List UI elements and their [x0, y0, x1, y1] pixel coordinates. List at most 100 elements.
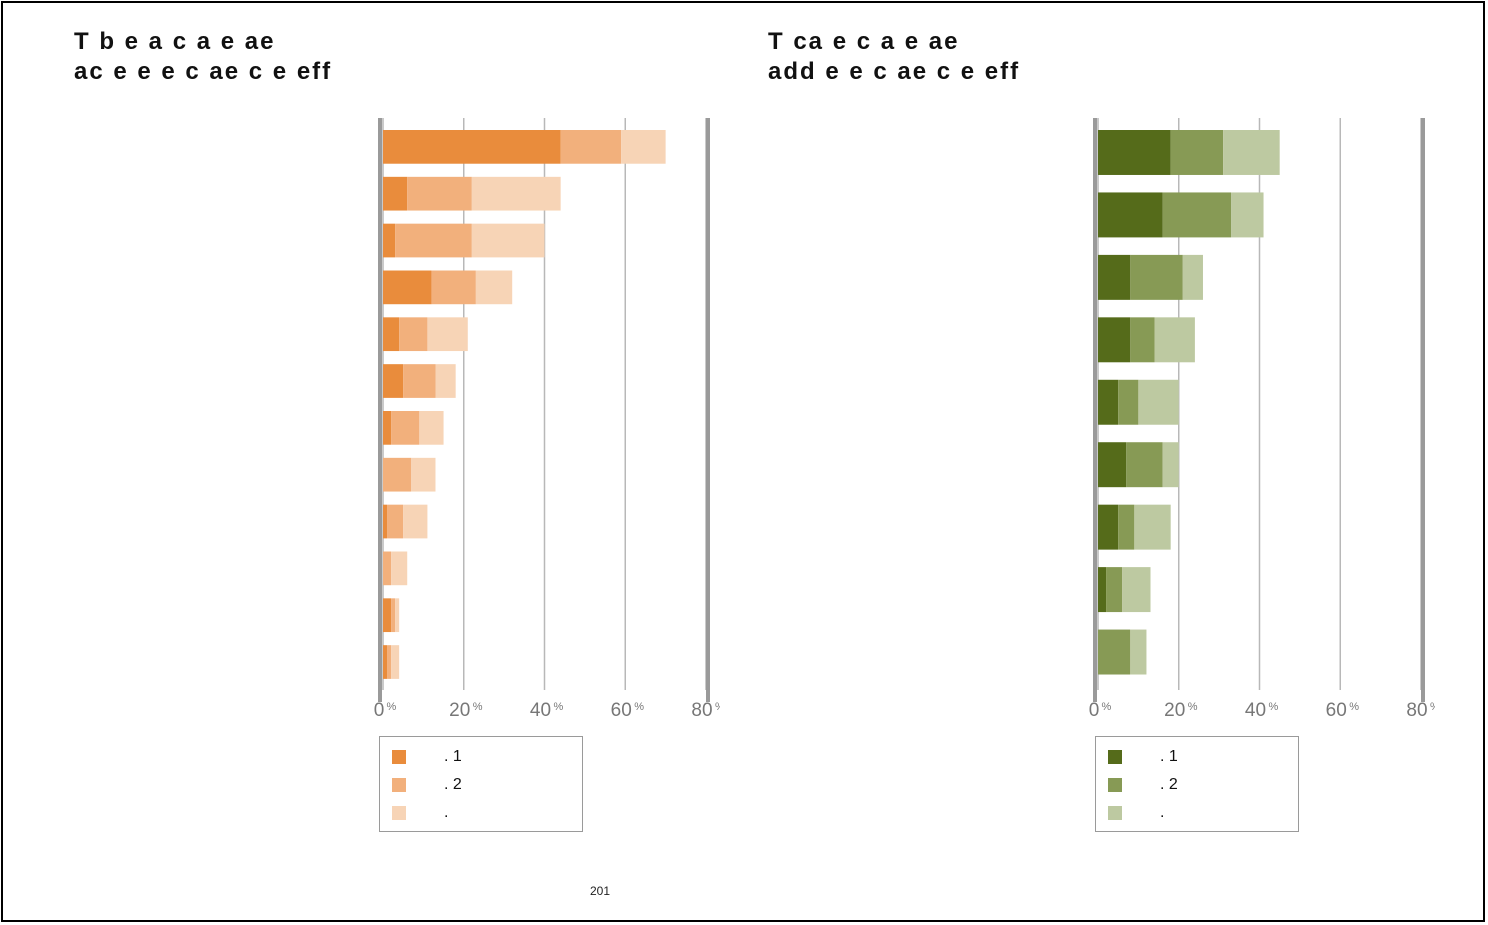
bar-segment	[387, 645, 392, 679]
left-bar-chart: 0%20%40%60%80%	[374, 118, 720, 720]
bar-segment	[395, 223, 472, 258]
bar-segment	[383, 457, 412, 492]
right-legend: . 1 . 2 .	[1095, 736, 1299, 832]
legend-swatch	[1108, 806, 1122, 820]
bar-segment	[403, 504, 428, 539]
legend-item: . 2	[392, 775, 462, 795]
bar-segment	[411, 457, 436, 492]
x-tick-label: 20	[1164, 700, 1185, 720]
bar-segment	[1118, 504, 1135, 550]
bar-segment	[1154, 317, 1195, 363]
bar-segment	[435, 364, 456, 398]
bar-segment	[1118, 379, 1139, 425]
bar-segment	[1098, 130, 1171, 175]
bar-segment	[1182, 254, 1203, 300]
bar-segment	[403, 364, 436, 398]
legend-swatch	[392, 750, 406, 764]
legend-swatch	[1108, 750, 1122, 764]
source-note: 201	[590, 884, 611, 898]
bar-segment	[1223, 130, 1280, 175]
bar-segment	[427, 317, 468, 352]
bar-segment	[407, 176, 472, 211]
bar-segment	[1098, 567, 1107, 613]
bar-segment	[383, 645, 388, 679]
bar-segment	[395, 598, 400, 633]
bar-segment	[383, 504, 388, 539]
x-tick-suffix: %	[715, 701, 720, 713]
bar-segment	[1098, 317, 1131, 363]
bar-segment	[475, 270, 513, 305]
bar-segment	[1098, 504, 1119, 550]
bar-segment	[1098, 442, 1127, 488]
legend-label: .	[444, 804, 449, 821]
legend-label: . 1	[444, 748, 462, 765]
bar-segment	[383, 130, 561, 164]
bar-segment	[1122, 567, 1151, 613]
left-chart-title-line2: ac e e e c ae c e eff	[74, 58, 333, 85]
bar-segment	[1098, 629, 1131, 675]
legend-label: .	[1160, 804, 1165, 821]
bar-segment	[391, 598, 396, 633]
bar-segment	[399, 317, 428, 352]
bar-segment	[383, 270, 432, 305]
bar-segment	[560, 130, 622, 164]
right-bar-chart: 0%20%40%60%80%	[1089, 118, 1435, 720]
bar-segment	[1138, 379, 1179, 425]
x-tick-suffix: %	[554, 701, 564, 713]
bar-segment	[383, 223, 396, 258]
legend-item: . 1	[392, 747, 462, 767]
legend-item: . 2	[1108, 775, 1178, 795]
x-tick-label: 40	[1245, 700, 1266, 720]
x-tick-label: 60	[1326, 700, 1347, 720]
bar-segment	[1130, 629, 1147, 675]
right-chart-title-line2: add e e c ae c e eff	[768, 58, 1021, 85]
bar-segment	[471, 176, 561, 211]
legend-swatch	[1108, 778, 1122, 792]
bar-segment	[621, 130, 666, 164]
legend-swatch	[392, 806, 406, 820]
bar-segment	[383, 364, 404, 398]
x-tick-suffix: %	[387, 701, 397, 713]
bar-segment	[1162, 442, 1179, 488]
legend-label: . 1	[1160, 748, 1178, 765]
bar-segment	[1106, 567, 1123, 613]
bar-segment	[431, 270, 476, 305]
x-tick-suffix: %	[1430, 701, 1435, 713]
bar-segment	[1098, 379, 1119, 425]
legend-item: .	[1108, 803, 1164, 823]
x-tick-suffix: %	[1188, 701, 1198, 713]
bar-segment	[391, 411, 420, 445]
right-chart-title-line1: T ca e c a e ae	[768, 28, 960, 55]
bar-segment	[1130, 254, 1183, 300]
legend-swatch	[392, 778, 406, 792]
bar-segment	[383, 317, 400, 352]
x-tick-label: 20	[449, 700, 470, 720]
bar-segment	[1098, 192, 1163, 238]
x-tick-suffix: %	[634, 701, 644, 713]
bar-segment	[387, 504, 404, 539]
bar-segment	[383, 598, 392, 633]
bar-segment	[1098, 254, 1131, 300]
x-tick-label: 0	[374, 700, 385, 720]
bar-segment	[383, 551, 392, 586]
x-tick-suffix: %	[1349, 701, 1359, 713]
bar-segment	[1170, 130, 1224, 175]
left-chart-title-line1: T b e a c a e ae	[74, 28, 276, 55]
legend-item: . 1	[1108, 747, 1178, 767]
bar-segment	[391, 551, 408, 586]
left-legend: . 1 . 2 .	[379, 736, 583, 832]
bar-segment	[419, 411, 444, 445]
bar-segment	[471, 223, 545, 258]
x-tick-label: 80	[691, 700, 712, 720]
bar-segment	[1130, 317, 1155, 363]
x-tick-suffix: %	[1102, 701, 1112, 713]
bar-segment	[1162, 192, 1232, 238]
legend-item: .	[392, 803, 448, 823]
bar-segment	[391, 645, 400, 679]
bar-segment	[1231, 192, 1264, 238]
x-tick-label: 60	[611, 700, 632, 720]
bar-segment	[1126, 442, 1163, 488]
x-tick-label: 40	[530, 700, 551, 720]
x-tick-suffix: %	[1269, 701, 1279, 713]
